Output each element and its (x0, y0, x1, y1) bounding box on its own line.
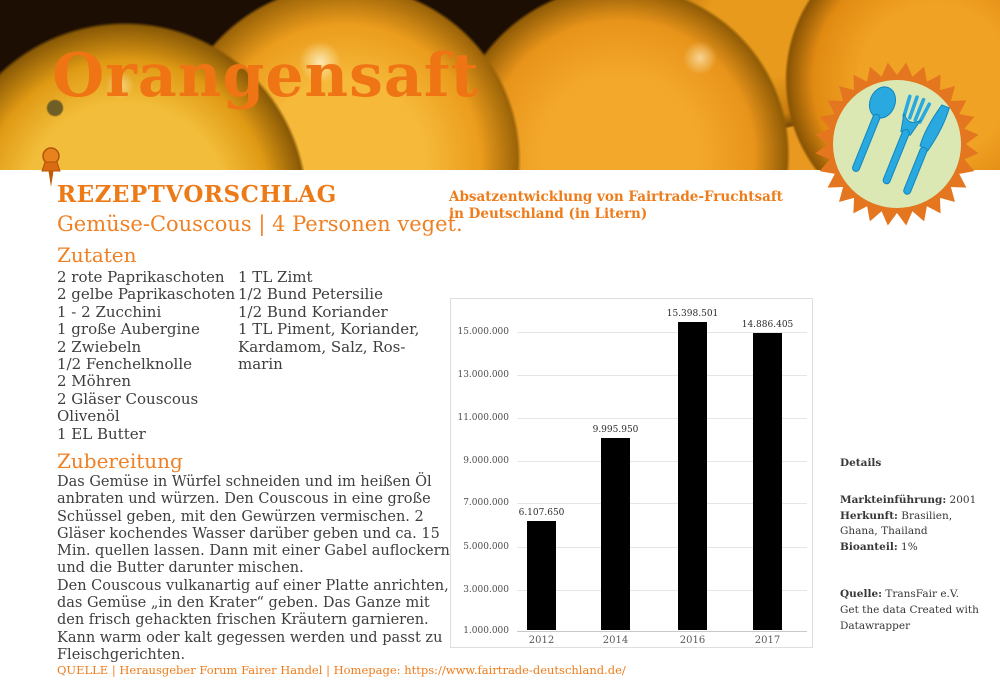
ingredient-item: 2 Zwiebeln (57, 337, 142, 356)
ingredient-item: 1 EL Butter (57, 424, 146, 443)
ingredient-item: 2 rote Paprikaschoten (57, 268, 225, 286)
chart-bar (753, 333, 782, 630)
ingredient-item: 1 TL Piment, Koriander, (238, 320, 420, 339)
details-panel: Details Markteinführung: 2001 Herkunft: … (840, 456, 982, 634)
gridline (517, 590, 807, 591)
chart-bar (678, 322, 707, 630)
ingredient-item: 2 Gläser Couscous (57, 389, 199, 408)
details-heading: Details (840, 457, 882, 469)
footer-text: QUELLE | Herausgeber Forum Fairer Handel… (57, 663, 405, 677)
x-tick-label: 2017 (754, 635, 781, 646)
detail-value: Brasilien, Ghana, Thailand (840, 509, 953, 538)
chart-bar-group: 14.886.405 2017 (742, 320, 794, 646)
chart-source: Quelle: TransFair e.V. Get the data Crea… (840, 587, 982, 634)
footer-credit: QUELLE | Herausgeber Forum Fairer Handel… (57, 663, 626, 677)
recipe-heading: REZEPTVORSCHLAG (57, 181, 337, 208)
detail-row: Markteinführung: 2001 (840, 493, 982, 509)
x-tick-label: 2014 (602, 635, 629, 646)
detail-row: Bioanteil: 1% (840, 540, 982, 556)
y-tick-label: 1.000.000 (463, 626, 509, 636)
y-tick-label: 11.000.000 (457, 413, 509, 423)
ingredients-column-1: 2 rote Paprikaschoten 2 gelbe Paprikasch… (57, 268, 238, 443)
preparation-paragraph-2: Den Couscous vulkanartig auf einer Platt… (57, 577, 449, 663)
ingredient-item: 2 Möhren (57, 372, 132, 391)
recipe-subtitle: Gemüse-Couscous | 4 Personen veget. (57, 212, 463, 236)
gridline (517, 503, 807, 504)
bar-value-label: 9.995.950 (592, 425, 639, 435)
oranges-photo (0, 0, 1000, 170)
ingredients-list: 2 rote Paprikaschoten 2 gelbe Paprikasch… (57, 268, 443, 443)
gridline (517, 375, 807, 376)
gridline (517, 461, 807, 462)
detail-label: Markteinführung: (840, 493, 947, 506)
y-tick-label: 7.000.000 (463, 498, 509, 508)
chart-bar-group: 9.995.950 2014 (593, 425, 639, 646)
preparation-text: Das Gemüse in Würfel schneiden und im he… (57, 474, 451, 664)
ingredient-item: marin (238, 355, 283, 374)
badge (814, 61, 980, 227)
y-tick-label: 9.000.000 (463, 456, 509, 466)
gridline (517, 332, 807, 333)
bar-value-label: 15.398.501 (666, 309, 719, 319)
gridline (517, 418, 807, 419)
source-row: Quelle: TransFair e.V. (840, 587, 982, 603)
ingredient-item: 1 TL Zimt (238, 268, 313, 286)
gridline (517, 547, 807, 548)
footer-link[interactable]: https://www.fairtrade-deutschland.de/ (404, 663, 626, 677)
ingredient-item: Kardamom, Salz, Ros- (238, 337, 406, 356)
ingredient-item: 1 - 2 Zucchini (57, 302, 162, 321)
ingredient-item: Olivenöl (57, 407, 120, 426)
bar-value-label: 6.107.650 (518, 508, 565, 518)
source-value: TransFair e.V. (885, 587, 959, 600)
chart-bar (527, 521, 556, 630)
bar-chart: 15.000.000 13.000.000 11.000.000 9.000.0… (450, 298, 813, 648)
y-tick-label: 13.000.000 (457, 370, 509, 380)
pushpin-icon (41, 147, 61, 187)
detail-label: Bioanteil: (840, 541, 898, 554)
chart-bar (601, 438, 630, 630)
y-tick-label: 3.000.000 (463, 585, 509, 595)
ingredient-item: 1/2 Bund Petersilie (238, 285, 383, 304)
ingredient-item: 2 gelbe Paprikaschoten (57, 285, 236, 304)
chart-bar-group: 6.107.650 2012 (519, 508, 565, 646)
page-title: Orangensaft (52, 41, 480, 111)
preparation-heading: Zubereitung (57, 449, 183, 473)
detail-label: Herkunft: (840, 509, 898, 522)
datawrapper-links[interactable]: Get the data Created with Datawrapper (840, 603, 979, 632)
cutlery-icon (852, 86, 950, 195)
x-tick-label: 2016 (679, 635, 706, 646)
ingredients-heading: Zutaten (57, 243, 137, 267)
chart-title: Absatzentwicklung von Fairtrade-Fruchtsa… (449, 189, 783, 222)
x-tick-label: 2012 (528, 635, 555, 646)
bar-value-label: 14.886.405 (741, 320, 794, 330)
y-tick-label: 5.000.000 (463, 542, 509, 552)
chart-bar-group: 15.398.501 2016 (667, 309, 719, 646)
x-axis-baseline (517, 631, 807, 632)
ingredient-item: 1/2 Bund Koriander (238, 302, 388, 321)
ingredient-item: 1/2 Fenchelknolle (57, 355, 193, 374)
detail-row: Herkunft: Brasilien, Ghana, Thailand (840, 509, 982, 541)
preparation-paragraph-1: Das Gemüse in Würfel schneiden und im he… (57, 474, 450, 577)
detail-value: 2001 (949, 493, 977, 506)
ingredients-column-2: 1 TL Zimt 1/2 Bund Petersilie 1/2 Bund K… (238, 268, 443, 443)
detail-value: 1% (901, 541, 918, 554)
source-label: Quelle: (840, 587, 882, 600)
y-tick-label: 15.000.000 (457, 327, 509, 337)
ingredient-item: 1 große Aubergine (57, 320, 200, 339)
